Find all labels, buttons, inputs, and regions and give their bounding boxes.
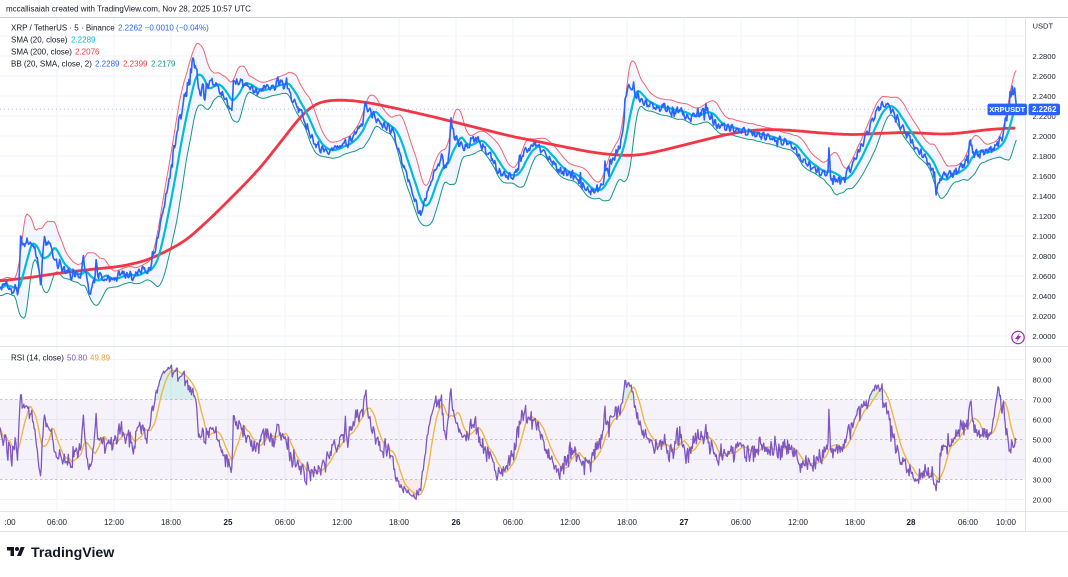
svg-text:30.00: 30.00: [1033, 476, 1052, 485]
svg-text:70.00: 70.00: [1033, 395, 1052, 404]
svg-text:SMA (200, close): SMA (200, close): [11, 48, 72, 57]
svg-text:60.00: 60.00: [1033, 415, 1052, 424]
svg-text:RSI (14, close): RSI (14, close): [11, 354, 64, 363]
svg-text:XRPUSDT: XRPUSDT: [989, 105, 1025, 114]
svg-text:12:00: 12:00: [104, 518, 125, 527]
svg-text:06:00: 06:00: [275, 518, 296, 527]
svg-text:2.2076: 2.2076: [75, 48, 100, 57]
svg-text:2.0800: 2.0800: [1033, 252, 1056, 261]
svg-text:2.0000: 2.0000: [1033, 332, 1056, 341]
svg-text:2.1000: 2.1000: [1033, 232, 1056, 241]
svg-text:50.80: 50.80: [67, 354, 88, 363]
svg-text:12:00: 12:00: [788, 518, 809, 527]
svg-text:BB (20, SMA, close, 2): BB (20, SMA, close, 2): [11, 60, 92, 69]
svg-text:XRP / TetherUS · 5 · Binance: XRP / TetherUS · 5 · Binance: [11, 24, 115, 33]
svg-text:20.00: 20.00: [1033, 496, 1052, 505]
svg-text:49.89: 49.89: [90, 354, 111, 363]
svg-text:2.2800: 2.2800: [1033, 52, 1056, 61]
svg-text:26: 26: [452, 518, 461, 527]
svg-text:TradingView: TradingView: [31, 545, 115, 561]
svg-text:18:00: 18:00: [845, 518, 866, 527]
svg-text:2.2289: 2.2289: [71, 36, 96, 45]
svg-text:2.2399: 2.2399: [123, 60, 148, 69]
svg-text:2.1400: 2.1400: [1033, 192, 1056, 201]
svg-text:50.00: 50.00: [1033, 435, 1052, 444]
svg-text:28: 28: [907, 518, 916, 527]
svg-text:06:00: 06:00: [731, 518, 752, 527]
svg-text:2.1800: 2.1800: [1033, 152, 1056, 161]
svg-text:80.00: 80.00: [1033, 375, 1052, 384]
svg-text:12:00: 12:00: [332, 518, 353, 527]
svg-text:25: 25: [224, 518, 233, 527]
svg-text:2.1600: 2.1600: [1033, 172, 1056, 181]
svg-text:06:00: 06:00: [958, 518, 979, 527]
svg-text:18:00: 18:00: [389, 518, 410, 527]
svg-text:90.00: 90.00: [1033, 355, 1052, 364]
svg-text:mccallisaiah created with Trad: mccallisaiah created with TradingView.co…: [6, 5, 251, 14]
svg-text:18:00: 18:00: [161, 518, 182, 527]
svg-text:2.0600: 2.0600: [1033, 272, 1056, 281]
svg-text:10:00: 10:00: [996, 518, 1017, 527]
svg-text:18:00: 18:00: [617, 518, 638, 527]
svg-text:06:00: 06:00: [503, 518, 524, 527]
svg-text:2.2600: 2.2600: [1033, 72, 1056, 81]
svg-text:2.0200: 2.0200: [1033, 312, 1056, 321]
svg-text:SMA (20, close): SMA (20, close): [11, 36, 68, 45]
svg-text:2.2262: 2.2262: [1032, 105, 1057, 114]
svg-text:40.00: 40.00: [1033, 455, 1052, 464]
svg-text::00: :00: [5, 518, 17, 527]
svg-text:2.0400: 2.0400: [1033, 292, 1056, 301]
svg-text:12:00: 12:00: [560, 518, 581, 527]
svg-text:2.1200: 2.1200: [1033, 212, 1056, 221]
svg-text:2.2179: 2.2179: [151, 60, 176, 69]
svg-text:2.2400: 2.2400: [1033, 92, 1056, 101]
svg-text:2.2000: 2.2000: [1033, 132, 1056, 141]
svg-text:2.2289: 2.2289: [95, 60, 120, 69]
svg-text:06:00: 06:00: [47, 518, 68, 527]
svg-text:27: 27: [680, 518, 689, 527]
svg-text:2.2262 −0.0010 (−0.04%): 2.2262 −0.0010 (−0.04%): [118, 24, 209, 33]
svg-text:2.2200: 2.2200: [1033, 112, 1056, 121]
svg-text:USDT: USDT: [1033, 22, 1054, 31]
